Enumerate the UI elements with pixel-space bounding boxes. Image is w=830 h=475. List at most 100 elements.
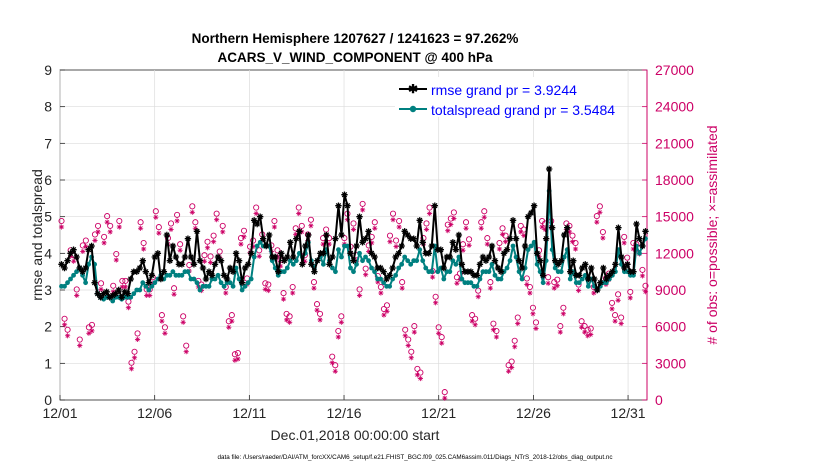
rmse-point (642, 228, 649, 235)
obs-possible-point (210, 232, 217, 239)
obs-assimilated-point (366, 248, 372, 255)
rmse-point (205, 268, 213, 275)
rmse-point (223, 275, 231, 283)
totalspread-point (378, 276, 383, 282)
totalspread-point (131, 291, 137, 297)
rmse-point (437, 246, 444, 253)
rmse-point (401, 228, 408, 235)
obs-possible-point (237, 235, 245, 242)
rmse-point (527, 209, 535, 217)
rmse-point (211, 261, 219, 268)
obs-possible-point (402, 326, 409, 333)
obs-possible-point (98, 280, 105, 287)
obs-possible-point (414, 365, 421, 372)
totalspread-point (170, 269, 176, 275)
obs-assimilated-point (101, 240, 107, 246)
totalspread-point (357, 250, 362, 256)
legend-spread-marker (409, 105, 417, 113)
rmse-point (88, 242, 95, 250)
rmse-point (241, 264, 249, 272)
obs-assimilated-point (569, 239, 576, 245)
obs-assimilated-point (530, 311, 536, 317)
obs-assimilated-point (131, 355, 138, 361)
obs-possible-point (274, 247, 281, 254)
obs-assimilated-point (533, 325, 539, 332)
obs-assimilated-point (210, 239, 217, 245)
obs-possible-point (295, 204, 302, 211)
obs-possible-point (101, 233, 108, 240)
rmse-point (524, 213, 532, 220)
totalspread-point (453, 261, 459, 267)
obs-assimilated-point (639, 273, 646, 279)
obs-possible-point (362, 265, 369, 272)
obs-assimilated-point (293, 231, 299, 237)
obs-assimilated-point (433, 300, 439, 306)
obs-possible-point (557, 323, 564, 330)
rmse-point (142, 268, 149, 275)
totalspread-point (65, 280, 70, 286)
y-axis-left-label: rmse and totalspread (29, 169, 45, 301)
obs-assimilated-point (122, 284, 128, 290)
rmse-point (606, 272, 613, 279)
obs-possible-point (371, 219, 378, 226)
rmse-point (256, 213, 264, 220)
x-tick-label: 12/16 (327, 405, 362, 421)
rmse-point (82, 264, 89, 272)
totalspread-point (393, 272, 399, 278)
obs-possible-point (158, 312, 165, 319)
obs-assimilated-point (369, 240, 375, 246)
obs-assimilated-point (439, 340, 445, 346)
obs-assimilated-point (159, 318, 165, 324)
rmse-point (103, 288, 110, 296)
obs-possible-point (201, 252, 208, 259)
obs-possible-point (432, 293, 439, 300)
obs-assimilated-point (600, 235, 606, 241)
rmse-point (250, 217, 258, 224)
totalspread-point (507, 258, 513, 264)
obs-possible-point (511, 337, 518, 344)
obs-possible-point (155, 224, 162, 231)
obs-assimilated-point (463, 225, 469, 231)
obs-possible-point (280, 290, 287, 297)
rmse-point (545, 165, 553, 173)
totalspread-point (366, 258, 371, 264)
obs-assimilated-point (481, 214, 487, 220)
rmse-point (338, 231, 345, 239)
obs-possible-point (490, 320, 497, 327)
rmse-point (624, 261, 631, 268)
rmse-point (368, 250, 375, 257)
obs-assimilated-point (414, 372, 420, 378)
obs-possible-point (204, 238, 211, 245)
rmse-point (500, 250, 508, 257)
obs-possible-point (94, 222, 102, 229)
obs-assimilated-point (396, 224, 402, 230)
obs-assimilated-point (58, 224, 65, 230)
totalspread-point (239, 287, 245, 293)
rmse-point (488, 242, 496, 250)
rmse-point (585, 275, 592, 283)
rmse-point (621, 264, 628, 272)
obs-assimilated-point (177, 247, 183, 253)
rmse-point (482, 257, 490, 264)
obs-assimilated-point (417, 375, 424, 382)
obs-assimilated-point (104, 219, 110, 225)
x-tick-label: 12/26 (516, 405, 551, 421)
obs-assimilated-point (475, 294, 481, 300)
totalspread-point (396, 265, 402, 271)
obs-assimilated-point (460, 247, 466, 253)
obs-possible-point (240, 227, 248, 234)
plot-area (59, 69, 648, 401)
y-right-tick-label: 9000 (655, 282, 686, 298)
rmse-point (609, 268, 616, 275)
obs-assimilated-point (156, 230, 162, 236)
rmse-point (503, 246, 511, 253)
obs-assimilated-point (594, 219, 600, 225)
rmse-point (178, 261, 186, 268)
obs-assimilated-point (642, 289, 649, 295)
obs-possible-point (389, 210, 397, 217)
obs-possible-point (91, 231, 99, 238)
rmse-point (109, 292, 116, 299)
obs-assimilated-point (408, 355, 414, 361)
rmse-point (154, 250, 162, 257)
obs-assimilated-point (390, 217, 396, 223)
